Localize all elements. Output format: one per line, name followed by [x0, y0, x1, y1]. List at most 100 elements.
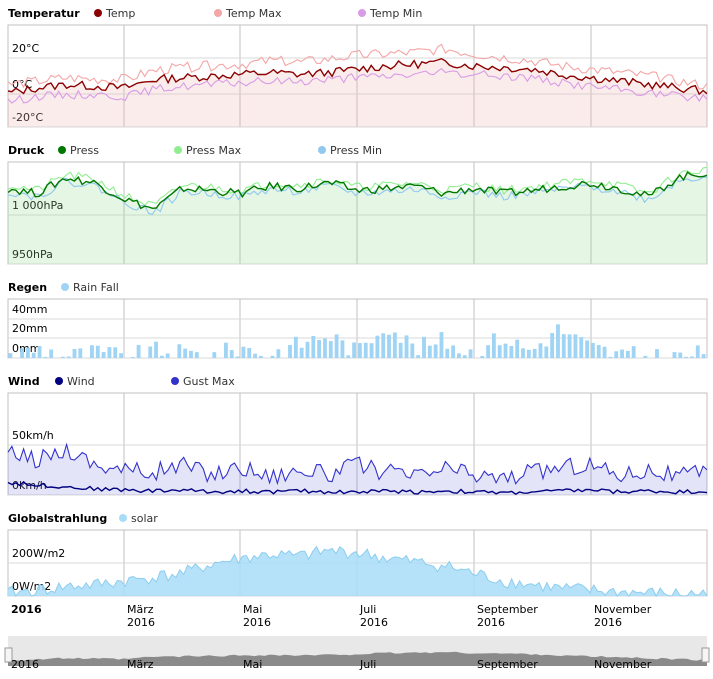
rain-bar — [299, 347, 304, 358]
rain-bar — [288, 344, 292, 358]
legend-item: Temp — [105, 7, 135, 20]
rain-bar — [497, 345, 502, 358]
navigator[interactable]: 2016 März Mai Juli September November — [4, 636, 710, 671]
panel-title: Temperatur — [8, 7, 80, 20]
rain-bar — [49, 349, 54, 358]
rain-bar — [340, 340, 345, 358]
rain-bar — [334, 334, 339, 358]
rain-bar — [78, 348, 83, 358]
legend-marker[interactable] — [94, 9, 102, 17]
navigator-handle-right[interactable] — [701, 647, 710, 663]
legend-marker[interactable] — [174, 146, 182, 154]
legend-item: Press — [70, 144, 99, 157]
rain-bar — [486, 345, 490, 358]
rain-bar — [189, 350, 193, 358]
navigator-label: Mai — [243, 658, 262, 671]
rain-bar — [369, 343, 374, 358]
panel-title: Globalstrahlung — [8, 512, 107, 525]
rain-bar — [159, 355, 164, 358]
legend-marker[interactable] — [119, 514, 127, 522]
legend-marker[interactable] — [55, 377, 63, 385]
x-tick-label: September — [477, 603, 538, 616]
panel-druck: Druck Press Press Max Press Min 1 000hPa 950h… — [7, 144, 708, 265]
area-fill — [8, 546, 707, 596]
rain-bar — [37, 346, 42, 358]
x-tick-year: 2016 — [477, 616, 505, 629]
legend-marker[interactable] — [214, 9, 222, 17]
navigator-handle-left[interactable] — [4, 647, 13, 663]
rain-bar — [60, 356, 65, 358]
rain-bar — [20, 348, 24, 358]
rain-bar — [521, 348, 525, 358]
rain-bar — [25, 347, 30, 358]
rain-bar — [503, 343, 508, 358]
legend-marker[interactable] — [61, 283, 69, 291]
rain-bar — [352, 342, 356, 358]
rain-bar — [567, 334, 572, 358]
rain-bar — [608, 356, 613, 358]
legend-marker[interactable] — [358, 9, 366, 17]
x-axis: 2016 März2016Mai2016Juli2016September2016… — [11, 603, 652, 629]
x-tick-year: 2016 — [127, 616, 155, 629]
rain-bar — [43, 356, 48, 358]
rain-bar — [346, 355, 351, 358]
rain-bar — [270, 355, 275, 358]
rain-bar — [480, 355, 485, 358]
series-line-wind — [7, 480, 708, 496]
rain-bar — [311, 336, 316, 358]
rain-bar — [358, 343, 362, 358]
rain-bar — [468, 349, 473, 358]
rain-bar — [701, 354, 706, 358]
legend-item: Temp Max — [225, 7, 282, 20]
y-tick-label: -20°C — [12, 111, 43, 124]
rain-bar — [253, 353, 257, 358]
rain-bar — [363, 342, 368, 358]
y-tick-label: 200W/m2 — [12, 547, 65, 560]
rain-bar — [579, 337, 584, 358]
rain-bar — [404, 335, 409, 358]
panel-title: Regen — [8, 281, 47, 294]
legend-marker[interactable] — [318, 146, 326, 154]
legend-item: Temp Min — [369, 7, 422, 20]
rain-bar — [556, 324, 560, 358]
legend-item: Gust Max — [183, 375, 235, 388]
rain-bar — [66, 356, 71, 358]
rain-bar — [602, 346, 607, 358]
navigator-label: 2016 — [11, 658, 39, 671]
rain-bar — [235, 356, 240, 358]
legend-item: Press Max — [186, 144, 242, 157]
legend-item: Press Min — [330, 144, 382, 157]
rain-bar — [515, 339, 520, 358]
rain-bar — [451, 345, 456, 358]
rain-bar — [439, 332, 444, 358]
rain-bar — [445, 348, 450, 358]
rain-bar — [241, 346, 246, 358]
y-tick-label: 40mm — [12, 303, 47, 316]
rain-bar — [591, 342, 595, 358]
rain-bar — [165, 353, 170, 358]
legend-marker[interactable] — [171, 377, 179, 385]
navigator-label: September — [477, 658, 538, 671]
area-fill — [8, 444, 707, 495]
rain-bar — [585, 340, 589, 358]
rain-bar — [113, 347, 118, 358]
x-tick-label: 2016 — [11, 603, 42, 616]
rain-bar — [457, 353, 461, 358]
rain-bar — [398, 342, 403, 358]
rain-bar — [655, 349, 659, 358]
rain-bar — [596, 345, 601, 358]
rain-bar — [684, 356, 689, 358]
rain-bar — [31, 352, 36, 358]
rain-bar — [136, 345, 141, 358]
rain-bar — [229, 350, 234, 358]
rain-bar — [317, 339, 322, 358]
rain-bar — [276, 349, 281, 358]
rain-bar — [422, 336, 426, 358]
series-line-temp-min — [7, 67, 708, 104]
rain-bar — [72, 348, 77, 358]
legend-marker[interactable] — [58, 146, 66, 154]
